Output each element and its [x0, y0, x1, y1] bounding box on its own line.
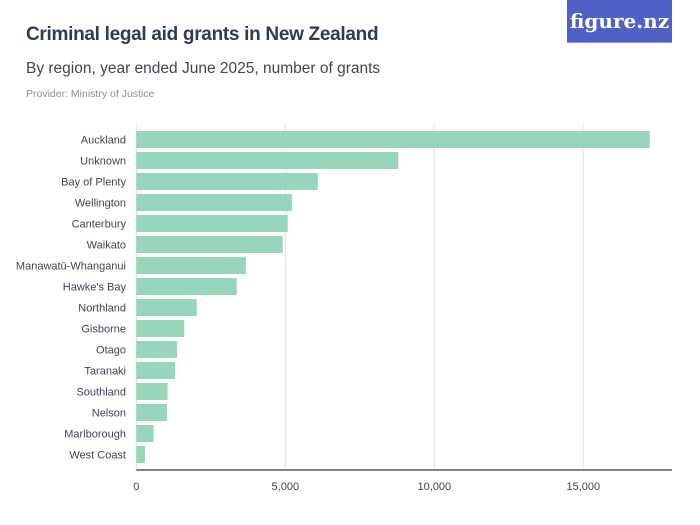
figure-nz-logo[interactable]: figure.nz — [567, 0, 672, 43]
bar[interactable] — [136, 215, 288, 232]
x-tick-label: 10,000 — [417, 481, 451, 493]
category-label: Gisborne — [81, 324, 126, 336]
bar[interactable] — [136, 257, 246, 274]
category-label: Waikato — [87, 240, 126, 252]
provider-text: Provider: Ministry of Justice — [26, 88, 155, 100]
bar[interactable] — [136, 341, 178, 358]
chart-title: Criminal legal aid grants in New Zealand — [26, 24, 379, 45]
x-tick-label: 0 — [133, 481, 139, 493]
category-label: Otago — [96, 345, 126, 357]
x-tick-label: 5,000 — [272, 481, 300, 493]
category-label: Manawatū-Whanganui — [16, 261, 126, 273]
bar[interactable] — [136, 173, 318, 190]
bar[interactable] — [136, 236, 283, 253]
bar[interactable] — [136, 425, 154, 442]
bar[interactable] — [136, 131, 650, 148]
category-label: Southland — [76, 387, 126, 399]
category-label: Wellington — [75, 198, 126, 210]
bar[interactable] — [136, 362, 176, 379]
bar[interactable] — [136, 404, 167, 421]
category-label: Marlborough — [64, 429, 126, 441]
category-label: Bay of Plenty — [61, 177, 126, 189]
category-label: Taranaki — [84, 366, 126, 378]
category-label: West Coast — [69, 450, 126, 462]
bar[interactable] — [136, 446, 145, 463]
category-label: Unknown — [80, 156, 126, 168]
chart-subtitle: By region, year ended June 2025, number … — [26, 60, 381, 77]
category-label: Northland — [78, 303, 126, 315]
bar[interactable] — [136, 194, 292, 211]
bar[interactable] — [136, 320, 185, 337]
category-label: Auckland — [81, 135, 126, 147]
bar[interactable] — [136, 383, 168, 400]
category-label: Canterbury — [72, 219, 127, 231]
bar[interactable] — [136, 299, 197, 316]
bar[interactable] — [136, 278, 237, 295]
category-label: Hawke's Bay — [63, 282, 127, 294]
bar[interactable] — [136, 152, 399, 169]
category-label: Nelson — [92, 408, 126, 420]
x-tick-label: 15,000 — [566, 481, 600, 493]
